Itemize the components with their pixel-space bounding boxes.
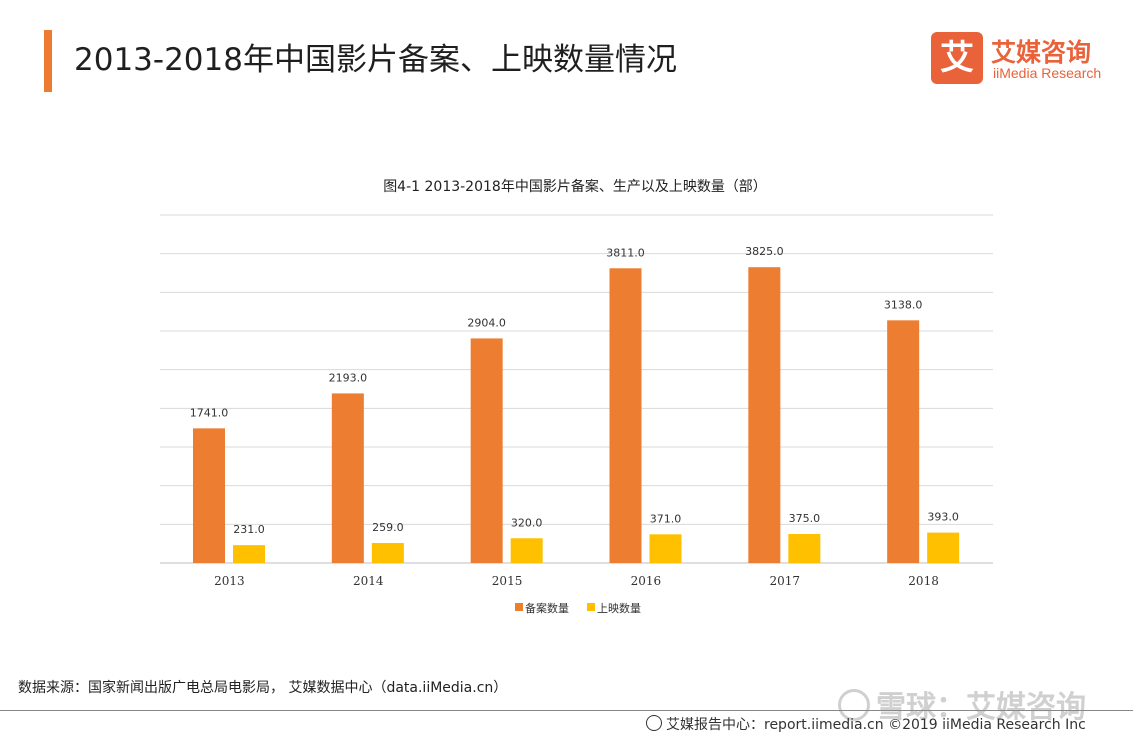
bar-filing: [193, 428, 225, 563]
x-tick-label: 2016: [631, 574, 662, 588]
watermark: 雪球：艾媒咨询: [838, 682, 1086, 726]
data-label: 231.0: [233, 523, 265, 536]
bar-filing: [887, 320, 920, 563]
data-label: 3811.0: [606, 246, 645, 259]
bar-release: [371, 542, 404, 563]
bar-filing: [748, 267, 781, 563]
footer-credit-text: 艾媒报告中心：report.iimedia.cn ©2019 iiMedia R…: [666, 717, 1086, 733]
bar-filing: [331, 393, 364, 563]
data-label: 320.0: [511, 516, 543, 529]
data-source-note: 数据来源：国家新闻出版广电总局电影局， 艾媒数据中心（data.iiMedia.…: [18, 680, 508, 696]
footer-credit: 艾媒报告中心：report.iimedia.cn ©2019 iiMedia R…: [646, 714, 1086, 734]
title-accent-bar: [44, 30, 52, 92]
logo-mark-icon: 艾: [931, 32, 983, 84]
chart-title: 图4-1 2013-2018年中国影片备案、生产以及上映数量（部）: [383, 179, 767, 195]
snowball-icon: [838, 689, 870, 721]
x-tick-label: 2014: [353, 574, 384, 588]
data-label: 375.0: [789, 512, 821, 525]
legend-swatch: [587, 603, 595, 611]
data-label: 259.0: [372, 521, 404, 534]
logo-english-name: iiMedia Research: [993, 65, 1102, 81]
watermark-text: 雪球：艾媒咨询: [876, 690, 1086, 725]
x-tick-label: 2017: [769, 574, 800, 588]
data-label: 1741.0: [190, 406, 229, 419]
x-tick-label: 2013: [214, 574, 245, 588]
bar-filing: [470, 338, 503, 563]
data-label: 2904.0: [467, 316, 506, 329]
brand-logo: 艾 艾媒咨询 iiMedia Research: [931, 32, 1121, 88]
x-tick-label: 2018: [908, 574, 939, 588]
x-tick-label: 2015: [492, 574, 523, 588]
data-label: 371.0: [650, 512, 682, 525]
data-label: 3138.0: [884, 298, 923, 311]
page-title: 2013-2018年中国影片备案、上映数量情况: [74, 42, 677, 78]
legend-label: 备案数量: [525, 601, 569, 615]
data-label: 3825.0: [745, 245, 784, 258]
bar-release: [233, 545, 265, 563]
bar-release: [788, 534, 821, 563]
data-label: 2193.0: [329, 371, 368, 384]
bar-filing: [609, 268, 642, 563]
bar-release: [927, 532, 960, 563]
bar-release: [649, 534, 682, 563]
data-label: 393.0: [927, 511, 959, 524]
legend-label: 上映数量: [597, 602, 641, 615]
bar-release: [510, 538, 543, 563]
footer-divider: [0, 710, 1133, 711]
legend-swatch: [515, 603, 523, 611]
logo-name: 艾媒咨询: [991, 38, 1092, 67]
globe-icon: [646, 715, 662, 731]
